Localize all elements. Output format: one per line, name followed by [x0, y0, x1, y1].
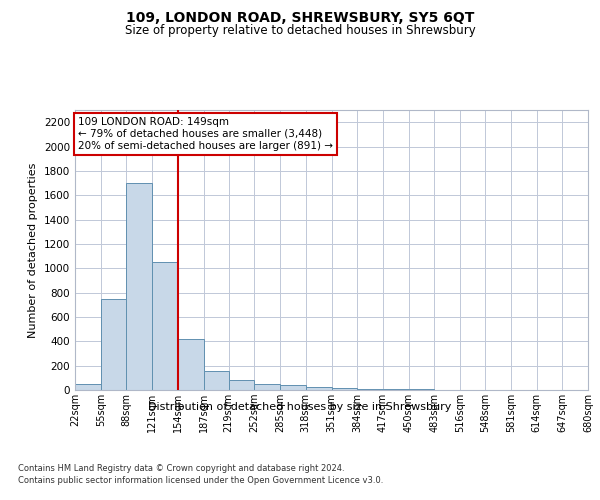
Bar: [203, 370, 229, 390]
Bar: [152, 262, 178, 390]
Text: Size of property relative to detached houses in Shrewsbury: Size of property relative to detached ho…: [125, 24, 475, 37]
Bar: [254, 384, 280, 390]
Bar: [127, 183, 152, 390]
Text: Distribution of detached houses by size in Shrewsbury: Distribution of detached houses by size …: [148, 402, 452, 412]
Bar: [280, 385, 306, 390]
Bar: [75, 384, 101, 390]
Bar: [383, 389, 409, 390]
Text: Contains HM Land Registry data © Crown copyright and database right 2024.: Contains HM Land Registry data © Crown c…: [18, 464, 344, 473]
Text: 109, LONDON ROAD, SHREWSBURY, SY5 6QT: 109, LONDON ROAD, SHREWSBURY, SY5 6QT: [126, 11, 474, 25]
Bar: [332, 388, 357, 390]
Bar: [306, 387, 332, 390]
Text: Contains public sector information licensed under the Open Government Licence v3: Contains public sector information licen…: [18, 476, 383, 485]
Y-axis label: Number of detached properties: Number of detached properties: [28, 162, 38, 338]
Bar: [229, 380, 254, 390]
Bar: [357, 389, 383, 390]
Bar: [101, 298, 127, 390]
Bar: [178, 339, 203, 390]
Text: 109 LONDON ROAD: 149sqm
← 79% of detached houses are smaller (3,448)
20% of semi: 109 LONDON ROAD: 149sqm ← 79% of detache…: [78, 118, 333, 150]
